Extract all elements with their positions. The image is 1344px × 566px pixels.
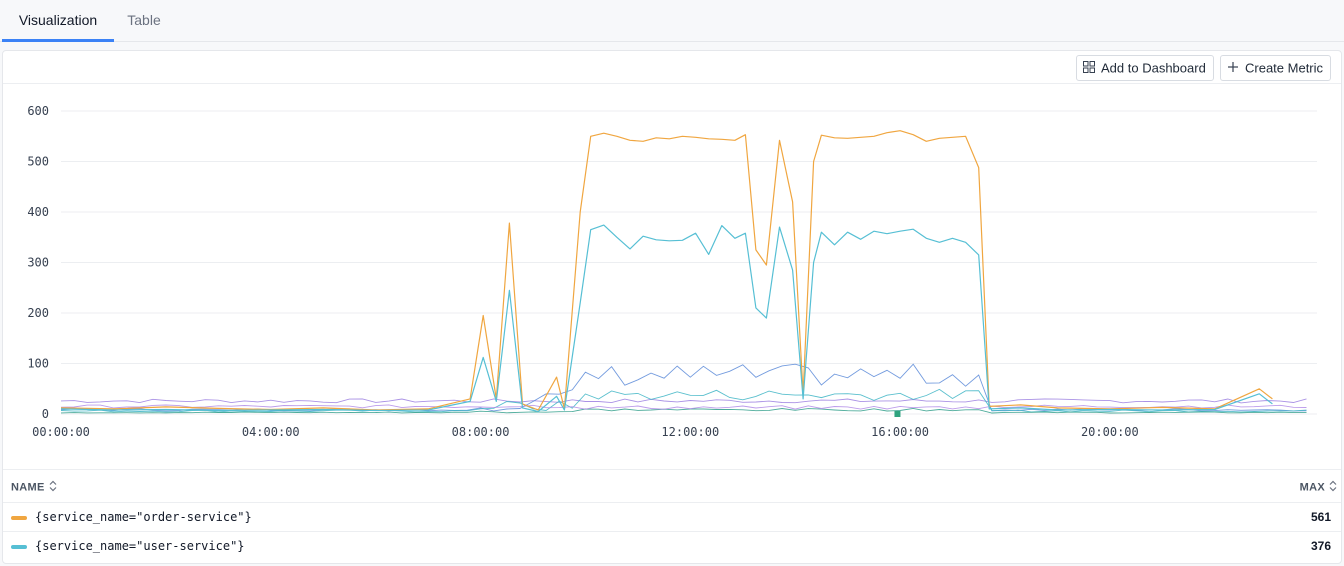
create-metric-button[interactable]: Create Metric — [1220, 55, 1332, 81]
chart-series — [60, 130, 1273, 417]
series-max-value: 561 — [1310, 510, 1331, 524]
x-tick-label: 20:00:00 — [1081, 425, 1139, 439]
legend-row[interactable]: {service_name="user-service"} 376 — [3, 532, 1341, 561]
sort-arrows-icon — [1329, 480, 1337, 495]
legend-row[interactable]: {service_name="order-service"} 561 — [3, 503, 1341, 532]
x-tick-label: 00:00:00 — [32, 425, 90, 439]
max-column-header[interactable]: MAX — [1300, 480, 1337, 495]
background-traffic-line — [60, 388, 1307, 413]
create-metric-label: Create Metric — [1245, 60, 1324, 76]
x-tick-label: 16:00:00 — [871, 425, 929, 439]
y-tick-label: 400 — [27, 205, 49, 219]
tab-visualization[interactable]: Visualization — [2, 0, 114, 42]
name-header-label: NAME — [11, 481, 45, 494]
sort-arrows-icon — [49, 480, 57, 495]
background-traffic-line — [60, 363, 1307, 412]
add-to-dashboard-button[interactable]: Add to Dashboard — [1076, 55, 1214, 81]
dashboard-grid-icon — [1083, 57, 1095, 81]
max-header-label: MAX — [1299, 481, 1325, 494]
chart-axis-ticks: 0 100 200 300 400 500 600 00:00:00 04:00:00 08:00… — [27, 104, 1138, 439]
series-max-value: 376 — [1310, 539, 1331, 553]
chart-grid — [61, 110, 1317, 415]
y-tick-label: 600 — [27, 104, 49, 118]
series-color-swatch — [11, 545, 27, 549]
series-line[interactable] — [60, 130, 1273, 411]
tab-bar: Visualization Table — [0, 0, 1344, 42]
series-color-swatch — [11, 516, 27, 520]
y-tick-label: 0 — [42, 407, 49, 421]
x-tick-label: 04:00:00 — [242, 425, 300, 439]
series-name: {service_name="user-service"} — [35, 539, 245, 553]
tab-table[interactable]: Table — [127, 12, 161, 28]
line-chart: 0 100 200 300 400 500 600 00:00:00 04:00:00 08:00… — [27, 104, 1317, 439]
y-tick-label: 200 — [27, 306, 49, 320]
series-name: {service_name="order-service"} — [35, 510, 252, 524]
x-tick-label: 12:00:00 — [661, 425, 719, 439]
y-tick-label: 100 — [27, 357, 49, 371]
chart-panel: Add to Dashboard Create Metric 0 100 200 30… — [2, 50, 1342, 564]
background-traffic-line — [60, 407, 1307, 414]
series-line[interactable] — [60, 224, 1273, 413]
legend-header: NAME MAX — [3, 469, 1341, 503]
y-tick-label: 300 — [27, 256, 49, 270]
plus-icon — [1227, 57, 1239, 81]
toolbar-divider — [3, 83, 1341, 84]
add-to-dashboard-label: Add to Dashboard — [1101, 60, 1206, 76]
background-traffic-line — [60, 398, 1307, 404]
y-tick-label: 500 — [27, 155, 49, 169]
background-traffic-line — [60, 404, 1307, 410]
data-point-marker — [894, 411, 901, 417]
background-traffic-lines — [60, 363, 1307, 414]
name-column-header[interactable]: NAME — [11, 480, 57, 495]
x-tick-label: 08:00:00 — [452, 425, 510, 439]
